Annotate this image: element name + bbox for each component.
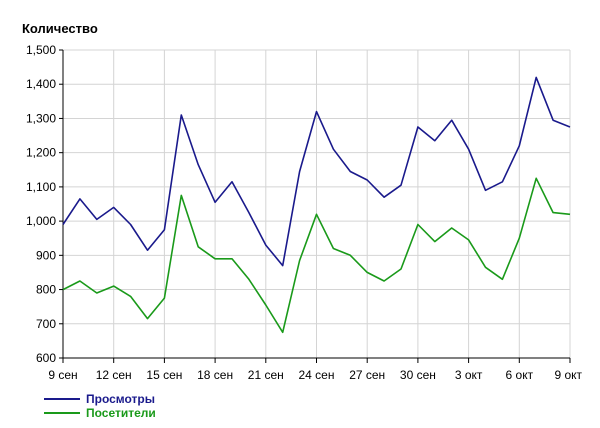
y-tick-label: 700	[36, 317, 56, 331]
series-line-2	[62, 177, 571, 334]
x-tick-label: 3 окт	[455, 368, 483, 382]
x-tick-label: 9 окт	[554, 368, 582, 382]
x-tick-label: 12 сен	[96, 368, 132, 382]
y-tick-label: 800	[36, 283, 56, 297]
x-tick-label: 21 сен	[248, 368, 284, 382]
y-tick-label: 600	[36, 351, 56, 365]
y-tick-label: 900	[36, 248, 56, 262]
y-tick-label: 1,400	[26, 77, 56, 91]
x-tick-label: 27 сен	[349, 368, 385, 382]
axes: 600 700 800 900 1,000 1,100 1,200 1,300 1,400 1,5…	[26, 43, 583, 382]
series-line-1	[62, 76, 571, 267]
series	[62, 76, 571, 334]
x-tick-label: 9 сен	[48, 368, 77, 382]
y-tick-label: 1,500	[26, 43, 56, 57]
x-tick-label: 18 сен	[197, 368, 233, 382]
x-tick-label: 6 окт	[506, 368, 534, 382]
x-tick-label: 15 сен	[146, 368, 182, 382]
y-tick-label: 1,300	[26, 111, 56, 125]
grid	[63, 49, 571, 358]
y-axis-label: Количество	[22, 21, 98, 36]
legend-label: Посетители	[86, 406, 156, 420]
x-tick-label: 30 сен	[400, 368, 436, 382]
y-tick-label: 1,000	[26, 214, 56, 228]
x-tick-label: 24 сен	[299, 368, 335, 382]
legend-label: Просмотры	[86, 392, 155, 406]
y-tick-label: 1,100	[26, 180, 56, 194]
y-tick-label: 1,200	[26, 146, 56, 160]
